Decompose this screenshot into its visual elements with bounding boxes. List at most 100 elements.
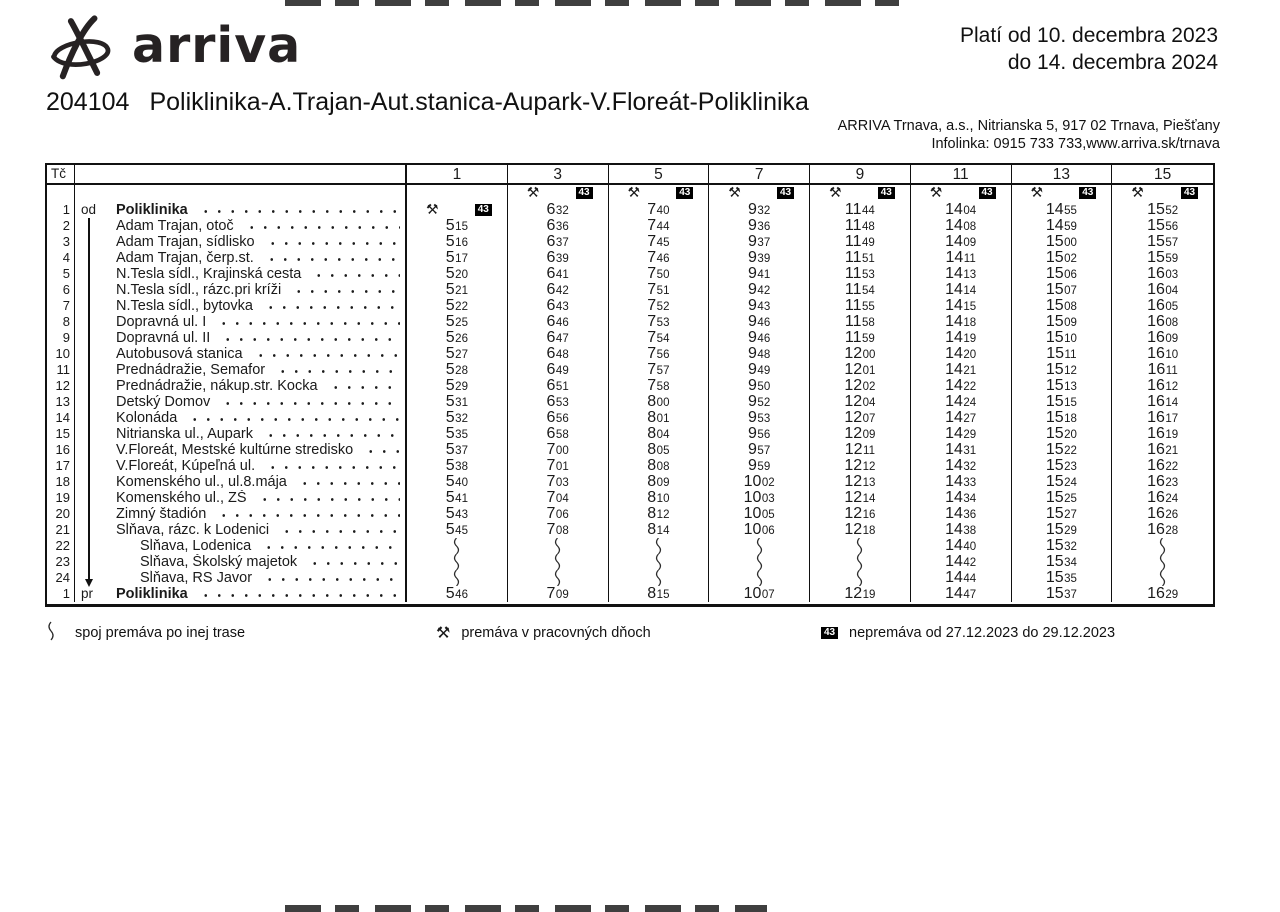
- stop-name: Zimný štadión: [116, 506, 207, 522]
- time-cell: 8 01: [609, 410, 710, 426]
- legend-label: premáva v pracovných dňoch: [461, 625, 651, 641]
- stop-name: Adam Trajan, čerp.st.: [116, 250, 254, 266]
- time-cell: 14 20: [911, 346, 1012, 362]
- stop-cell: Komenského ul., ZŠ: [109, 490, 407, 506]
- legend-item-alt-route: spoj premáva po inej trase: [46, 620, 245, 646]
- time-cell: 7 08: [508, 522, 609, 538]
- symbol-cell: ⚒ 43: [609, 185, 710, 202]
- time-cell: 12 19: [810, 586, 911, 602]
- time-cell: 9 46: [709, 314, 810, 330]
- time-cell: 16 11: [1147, 362, 1178, 378]
- stop-number: 24: [47, 570, 75, 586]
- stop-number: 20: [47, 506, 75, 522]
- stop-row: 5 N.Tesla sídl., Krajinská cesta 5 20 6 41 7 50…: [47, 266, 1213, 282]
- workday-note-symbols: ⚒ 43: [609, 185, 709, 200]
- stop-number: 18: [47, 474, 75, 490]
- time-cell: 9 49: [709, 362, 810, 378]
- od-pr-marker: [75, 394, 109, 410]
- alt-route-wavy-line: [407, 554, 508, 570]
- time-cell: 9 36: [709, 218, 810, 234]
- alt-route-wavy-line: [508, 538, 609, 554]
- time-cell: 14 13: [911, 266, 1012, 282]
- stop-row: 7 N.Tesla sídl., bytovka 5 22 6 43 7 52 9 43 11 55 1…: [47, 298, 1213, 314]
- dot-leader: [219, 402, 400, 405]
- stop-row: 22 Sĺňava, Lodenica 14 40 15 32: [47, 538, 1213, 554]
- time-cell: 8 05: [609, 442, 710, 458]
- time-cell: 7 40: [609, 202, 710, 218]
- route-direction-line: [88, 218, 90, 580]
- time-cell: 14 33: [911, 474, 1012, 490]
- time-cell: 16 12: [1147, 378, 1179, 394]
- stop-number: 11: [47, 362, 75, 378]
- stop-row: 12 Prednádražie, nákup.str. Kocka 5 29 6 51 7 5…: [47, 378, 1213, 394]
- time-cell: 16 14: [1147, 394, 1179, 410]
- dot-leader: [310, 274, 400, 277]
- time-cell: 6 32: [508, 202, 609, 218]
- trip-column-header: 13: [1012, 165, 1113, 184]
- stop-number: 7: [47, 298, 75, 314]
- stop-name: N.Tesla sídl., rázc.pri kríži: [116, 282, 282, 298]
- alt-route-wavy-line: [1112, 570, 1213, 586]
- time-cell: 7 56: [609, 346, 710, 362]
- time-cell: 16 21: [1147, 442, 1179, 458]
- workday-note-symbols: ⚒ 43: [407, 202, 507, 217]
- time-cell: 11 48: [810, 218, 911, 234]
- time-cell: 14 31: [911, 442, 1012, 458]
- workdays-icon: ⚒: [526, 185, 540, 200]
- stop-number: 19: [47, 490, 75, 506]
- stop-row: 8 Dopravná ul. I 5 25 6 46 7 53 9 46 11 58 14 18 15 09 1…: [47, 314, 1213, 330]
- stop-number: 16: [47, 442, 75, 458]
- validity-to: do 14. decembra 2024: [1007, 51, 1218, 74]
- dot-leader: [278, 530, 400, 533]
- stop-name: Komenského ul., ul.8.mája: [116, 474, 287, 490]
- workday-note-symbols: ⚒ 43: [810, 185, 910, 200]
- od-pr-marker: [75, 250, 109, 266]
- time-cell: 15 11: [1012, 346, 1113, 362]
- wavy-line-icon: [46, 621, 56, 646]
- time-cell: 7 00: [508, 442, 609, 458]
- time-cell: 14 04: [911, 202, 1012, 218]
- time-cell: 5 46: [407, 586, 508, 602]
- stop-column-header: [75, 165, 407, 184]
- time-cell: 11 49: [810, 234, 911, 250]
- time-cell: 7 58: [609, 378, 710, 394]
- time-cell: 6 49: [508, 362, 609, 378]
- legend-label: spoj premáva po inej trase: [75, 625, 246, 641]
- od-pr-marker: [75, 378, 109, 394]
- dot-leader: [262, 434, 400, 437]
- note-43-badge: 43: [821, 627, 838, 639]
- time-cell: 5 31: [407, 394, 508, 410]
- stop-cell: Nitrianska ul., Aupark: [109, 426, 407, 442]
- alt-route-wavy-line: [609, 554, 710, 570]
- stop-name: Detský Domov: [116, 394, 211, 410]
- stop-row: 15 Nitrianska ul., Aupark 5 35 6 58 8 04 9 56 12 09…: [47, 426, 1213, 442]
- time-cell: 9 41: [709, 266, 810, 282]
- time-cell: 9 53: [709, 410, 810, 426]
- time-cell: 16 29: [1147, 586, 1179, 602]
- time-cell: 10 07: [709, 586, 810, 602]
- dot-leader: [219, 338, 400, 341]
- time-cell: 15 59: [1147, 250, 1179, 266]
- time-cell: 16 09: [1147, 330, 1179, 346]
- time-cell: 14 34: [911, 490, 1012, 506]
- time-cell: 15 22: [1012, 442, 1113, 458]
- time-cell: 9 56: [709, 426, 810, 442]
- od-pr-marker: pr: [81, 586, 94, 601]
- stop-row: 23 Sĺňava, Školský majetok 14 42 15 34: [47, 554, 1213, 570]
- time-cell: 9 39: [709, 250, 810, 266]
- alt-route-wavy-line: [609, 570, 710, 586]
- od-pr-marker: [75, 234, 109, 250]
- stop-row: 13 Detský Domov 5 31 6 53 8 00 9 52 12 04 14 24 15 15 16…: [47, 394, 1213, 410]
- table-header-row: Tč 1 3 5 7 9 11 13 15: [47, 165, 1213, 185]
- trip-column-header: 7: [709, 165, 810, 184]
- stop-cell: Prednádražie, nákup.str. Kocka: [109, 378, 407, 394]
- alt-route-wavy-line: [1112, 538, 1213, 554]
- symbol-cell: ⚒ 43: [1112, 185, 1213, 202]
- arriva-wordmark: arriva: [132, 17, 302, 74]
- symbol-cell: ⚒ 43: [810, 185, 911, 202]
- workdays-icon: ⚒: [728, 185, 741, 200]
- time-cell: 12 13: [810, 474, 911, 490]
- time-cell: 11 59: [810, 330, 911, 346]
- time-cell: 16 23: [1147, 474, 1179, 490]
- workdays-icon: ⚒: [829, 185, 842, 200]
